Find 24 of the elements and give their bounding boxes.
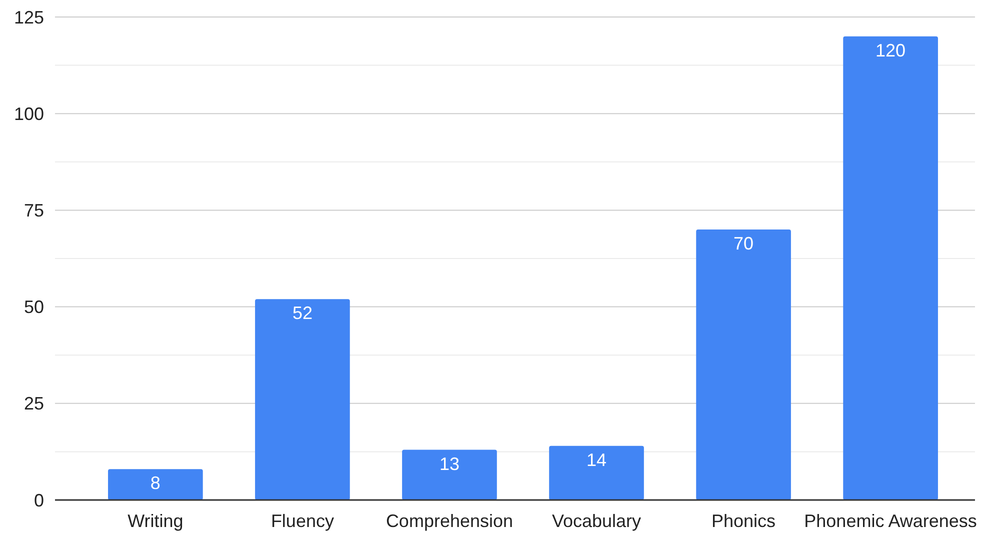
y-tick-label: 50 [24,297,44,318]
data-label: 70 [734,234,754,254]
x-tick-label: Fluency [270,511,334,531]
data-label: 120 [876,40,906,60]
bar [549,446,644,500]
y-tick-label: 75 [24,200,44,220]
bar [402,450,497,500]
data-label: 52 [292,303,312,324]
bar [108,469,203,500]
data-label: 14 [586,450,607,470]
data-label: 8 [150,473,160,494]
y-tick-label: 0 [34,490,44,510]
y-tick-label: 100 [14,104,44,124]
x-tick-label: Comprehension [386,511,514,531]
x-tick-label: Phonics [712,511,776,531]
y-tick-label: 25 [24,394,44,414]
x-tick-label: Vocabulary [552,511,642,531]
y-tick-label: 125 [14,7,44,28]
bar [255,299,350,500]
x-tick-label: Writing [128,511,184,531]
bar [696,230,791,500]
x-tick-label: Phonemic Awareness [804,511,977,531]
data-label: 13 [439,454,460,474]
bar [843,36,938,500]
